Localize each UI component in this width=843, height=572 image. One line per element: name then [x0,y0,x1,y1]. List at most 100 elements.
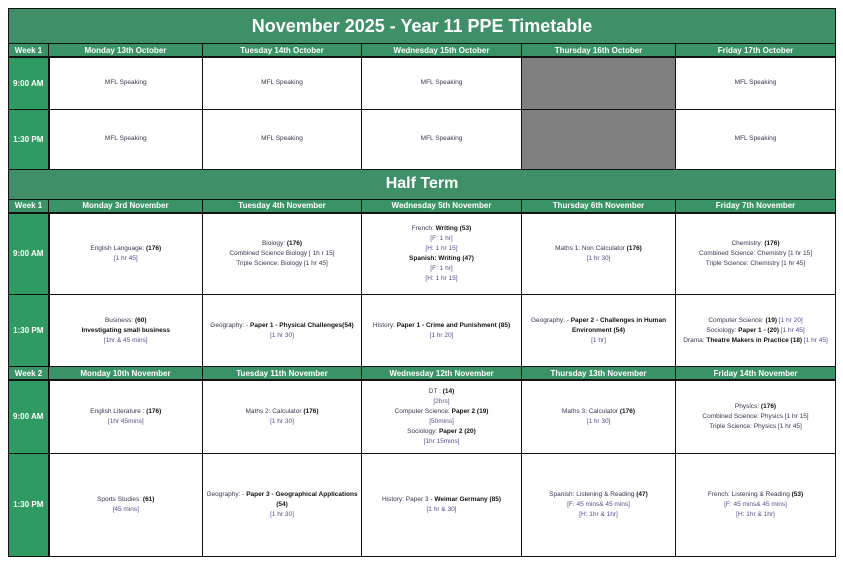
exam-text: (176) [286,239,303,247]
exam-text: Geography: - [210,321,251,329]
exam-line: [1 hr & 30] [362,505,521,515]
exam-line: [F: 45 mins& 45 mins] [522,500,675,510]
exam-line: [1 hr 30] [522,417,675,427]
exam-line: [1hr & 45 mins] [50,336,203,346]
day-header: Wednesday 5th November [361,198,522,214]
exam-line: [1hr 15mins] [362,437,521,447]
exam-cell[interactable]: Physics: (176) Combined Science: Physics … [674,379,837,454]
exam-text: [1hr 15mins] [423,437,460,445]
exam-cell[interactable]: Maths 3: Calculator (176) [1 hr 30] [521,379,676,454]
blocked-cell [521,56,676,110]
exam-text: (176) [146,407,162,415]
exam-cell[interactable]: Biology: (176) Combined Science Biology [… [202,212,362,295]
exam-cell[interactable]: MFL Speaking [202,56,362,110]
exam-line: MFL Speaking [362,134,521,144]
exam-line: [1 hr 30] [203,510,361,520]
exam-cell[interactable]: Chemistry: (176) Combined Science: Chemis… [674,212,837,295]
exam-cell[interactable]: MFL Speaking [48,56,203,110]
exam-cell[interactable]: DT : (14) [2hrs] Computer Science: Paper 2… [361,379,522,454]
day-header: Tuesday 4th November [202,198,362,214]
exam-cell[interactable]: MFL Speaking [674,56,837,110]
exam-text: French: [411,224,436,232]
time-label: 1:30 PM [8,294,50,367]
exam-line: [F: 45 mins& 45 mins] [676,500,835,510]
exam-text: [1 hr] [591,336,606,344]
exam-text: Triple Science: Chemistry [1 hr 45] [705,259,806,267]
day-header: Friday 7th November [674,198,837,214]
exam-line: English Literature : (176) [50,407,203,417]
exam-text: French: Listening & Reading [707,490,792,498]
time-slot-row: 1:30 PM Business: (60) Investigating small… [8,294,837,367]
exam-cell[interactable]: Computer Science: (19) [1 hr 20] Sociolog… [674,294,837,367]
exam-text: (176) [626,244,642,252]
page-title: November 2025 - Year 11 PPE Timetable [7,8,837,44]
exam-text: Business: [104,316,135,324]
exam-text: Maths 2: Calculator [245,407,304,415]
exam-text: MFL Speaking [420,79,463,87]
exam-line: Computer Science: Paper 2 (19) [362,407,521,417]
exam-text: [1 hr 30] [586,417,611,425]
exam-text: [F: 45 mins& 45 mins] [567,500,630,508]
exam-text: [1hr & 45 mins] [103,336,148,344]
exam-text: MFL Speaking [104,135,147,142]
exam-text: Computer Science: [708,316,766,324]
exam-text: [1 hr 30] [270,510,294,518]
week-header-row: Week 1 Monday 13th October Tuesday 14th Oc… [8,43,837,58]
exam-line: Investigating small business [50,326,203,336]
exam-cell[interactable]: MFL Speaking [361,56,522,110]
day-header: Thursday 6th November [521,198,676,214]
exam-line: (54) [203,500,361,510]
exam-cell[interactable]: MFL Speaking [202,108,362,170]
exam-text: Maths 1: Non Calculator [555,244,627,252]
exam-text: Paper 2 (19) [451,407,489,415]
exam-cell[interactable]: French: Writing (53) [F: 1 hr] [H: 1 hr 15… [361,212,522,295]
exam-line: [1 hr 45] [50,254,203,264]
week-label: Week 1 [8,198,49,214]
exam-text: [1 hr 30] [270,417,294,425]
day-header: Monday 13th October [48,43,203,58]
exam-text: [F: 45 mins& 45 mins] [724,500,787,508]
exam-line: Maths 1: Non Calculator (176) [522,244,675,254]
exam-line: Drama: Theatre Makers in Practice (18) [… [676,336,835,346]
exam-text: [H: 1hr & 1hr] [736,510,775,518]
exam-text: Paper 1 - (20) [738,326,779,334]
exam-text: Paper 3 - Geographical Applications [246,490,358,498]
exam-text: (60) [134,316,147,324]
exam-cell[interactable]: Maths 2: Calculator (176) [1 hr 30] [202,379,362,454]
exam-cell[interactable]: MFL Speaking [674,108,837,170]
exam-line: [H: 1 hr 15] [362,274,521,284]
exam-line: [2hrs] [362,397,521,407]
exam-text: [1 hr 20] [429,331,454,339]
exam-text: [1 hr 30] [270,331,294,339]
exam-line: Sociology: Paper 1 - (20) [1 hr 45] [676,326,835,336]
exam-cell[interactable]: Sports Studies: (61) [45 mins] [48,452,203,557]
exam-cell[interactable]: Geography: - Paper 3 - Geographical Appl… [202,452,362,557]
exam-cell[interactable]: English Language: (176) [1 hr 45] [48,212,203,295]
exam-text: Combined Science: Physics [1 hr 15] [702,412,809,420]
exam-line: Environment (54) [522,326,675,336]
exam-cell[interactable]: MFL Speaking [361,108,522,170]
exam-cell[interactable]: Business: (60) Investigating small busine… [48,294,203,367]
exam-line: Physics: (176) [676,402,835,412]
exam-text: [H: 1hr & 1hr] [579,510,618,518]
exam-cell[interactable]: MFL Speaking [48,108,203,170]
exam-cell[interactable]: French: Listening & Reading (53) [F: 45 m… [674,452,837,557]
exam-cell[interactable]: Geography: - Paper 2 - Challenges in Hum… [521,294,676,367]
day-header: Thursday 13th November [521,366,676,381]
exam-text: Weimar Germany (85) [434,495,502,503]
exam-cell[interactable]: English Literature : (176) [1hr 45mins] [48,379,203,454]
exam-text: Sociology: [706,326,739,334]
exam-cell[interactable]: History: Paper 3 - Weimar Germany (85) [1… [361,452,522,557]
exam-text: (19) [765,316,777,324]
exam-text: History: Paper 3 - [381,495,435,503]
exam-cell[interactable]: History: Paper 1 - Crime and Punishment … [361,294,522,367]
exam-line: [45 mins] [50,505,203,515]
exam-text: [1hr 45mins] [107,417,144,425]
exam-cell[interactable]: Maths 1: Non Calculator (176) [1 hr 30] [521,212,676,295]
exam-cell[interactable]: Geography: - Paper 1 - Physical Challeng… [202,294,362,367]
exam-cell[interactable]: Spanish: Listening & Reading (47) [F: 45 … [521,452,676,557]
exam-line: History: Paper 1 - Crime and Punishment … [362,321,521,331]
exam-text: Physics: [734,402,761,410]
exam-text: Spanish: Listening & Reading [549,490,637,498]
exam-line: Combined Science Biology [ 1h r 15] [203,249,361,259]
